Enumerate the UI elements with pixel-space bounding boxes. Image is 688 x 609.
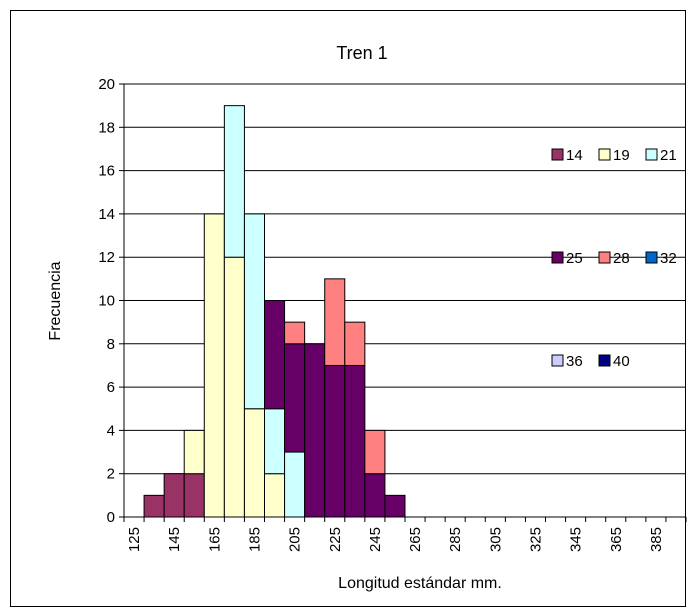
bar-14-155 — [183, 473, 205, 518]
bar-25-225 — [324, 364, 346, 518]
legend-swatch-21 — [645, 148, 658, 161]
legend-swatch-19 — [598, 148, 611, 161]
bar-25-215 — [304, 343, 326, 518]
legend-label-14: 14 — [566, 147, 583, 164]
y-tick-label: 12 — [98, 249, 115, 266]
bar-19-195 — [264, 473, 286, 518]
legend-label-25: 25 — [566, 250, 583, 267]
x-tick-label: 225 — [327, 527, 344, 552]
legend-swatch-36 — [551, 354, 564, 367]
y-tick-label: 18 — [98, 119, 115, 136]
legend-swatch-32 — [645, 251, 658, 264]
y-tick-label: 2 — [107, 466, 115, 483]
bar-28-245 — [364, 429, 386, 475]
y-tick-label: 8 — [107, 336, 115, 353]
bar-21-205 — [284, 451, 306, 518]
bar-19-165 — [203, 213, 225, 518]
x-tick-label: 245 — [367, 527, 384, 552]
legend-swatch-25 — [551, 251, 564, 264]
legend-label-21: 21 — [660, 147, 677, 164]
legend-label-36: 36 — [566, 353, 583, 370]
legend-label-32: 32 — [660, 250, 677, 267]
y-tick-label: 16 — [98, 163, 115, 180]
bar-19-185 — [243, 408, 266, 518]
legend-swatch-28 — [598, 251, 611, 264]
y-tick-label: 4 — [107, 422, 115, 439]
y-tick-label: 20 — [98, 76, 115, 93]
x-tick-label: 365 — [608, 527, 625, 552]
bar-28-225 — [324, 278, 346, 366]
x-tick-label: 345 — [568, 527, 585, 552]
bar-19-175 — [223, 256, 245, 518]
y-tick-label: 10 — [98, 293, 115, 310]
x-tick-label: 305 — [487, 527, 504, 552]
y-tick-label: 6 — [107, 379, 115, 396]
x-tick-label: 125 — [126, 527, 143, 552]
bars — [143, 105, 406, 518]
x-tick-label: 165 — [206, 527, 223, 552]
x-tick-label: 265 — [407, 527, 424, 552]
bar-28-205 — [284, 321, 306, 345]
x-tick-label: 145 — [166, 527, 183, 552]
bar-14-135 — [143, 494, 165, 518]
y-axis-title: Frecuencia — [47, 261, 64, 340]
bar-25-255 — [384, 494, 406, 518]
bar-21-175 — [223, 105, 245, 258]
bar-19-155 — [183, 429, 205, 475]
x-tick-label: 385 — [648, 527, 665, 552]
bar-25-205 — [284, 343, 306, 453]
bar-25-245 — [364, 473, 386, 518]
x-tick-label: 325 — [527, 527, 544, 552]
bar-25-195 — [264, 300, 286, 410]
legend: 14 19 21 25 28 32 36 40 — [551, 147, 677, 370]
legend-swatch-40 — [598, 354, 611, 367]
bar-21-195 — [264, 408, 286, 475]
bar-25-235 — [344, 364, 366, 518]
bar-28-235 — [344, 321, 366, 366]
x-tick-label: 285 — [447, 527, 464, 552]
legend-label-19: 19 — [613, 147, 630, 164]
legend-label-40: 40 — [613, 353, 630, 370]
y-tick-label: 0 — [107, 509, 115, 526]
axes: 0 2 4 6 8 10 12 14 16 18 20 125 145 165 185 205 225 245 26… — [98, 76, 687, 552]
x-axis-title: Longitud estándar mm. — [338, 575, 502, 592]
legend-label-28: 28 — [613, 250, 630, 267]
bar-21-185 — [243, 213, 266, 410]
legend-swatch-14 — [551, 148, 564, 161]
chart-title: Tren 1 — [336, 43, 387, 63]
y-tick-label: 14 — [98, 206, 115, 223]
bar-14-145 — [163, 473, 185, 518]
x-tick-label: 185 — [246, 527, 263, 552]
x-tick-label: 205 — [287, 527, 304, 552]
